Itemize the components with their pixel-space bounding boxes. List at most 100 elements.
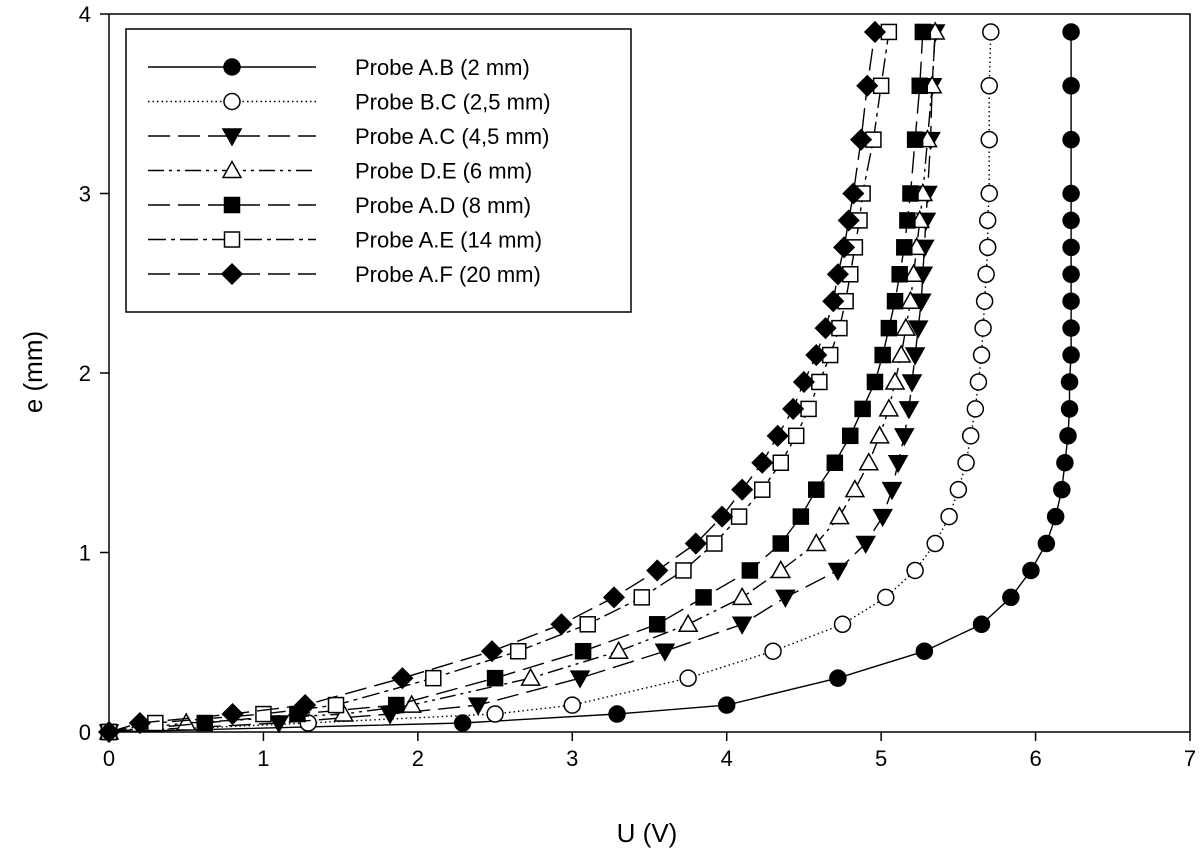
data-point (772, 454, 790, 471)
data-point (453, 714, 472, 732)
legend-item: Probe A.D (8 mm) (148, 193, 531, 218)
data-point (633, 589, 651, 606)
data-point (915, 642, 934, 660)
data-point (770, 559, 792, 579)
data-point (966, 400, 985, 418)
data-point (1062, 319, 1080, 337)
data-point (874, 346, 891, 364)
legend-label: Probe D.E (6 mm) (355, 159, 532, 184)
data-point (949, 480, 968, 499)
data-point (827, 562, 849, 581)
data-point (869, 425, 890, 444)
data-point (854, 400, 871, 418)
data-point (684, 532, 707, 555)
data-point (695, 589, 712, 606)
data-point (898, 401, 920, 420)
y-tick-label: 4 (79, 2, 91, 27)
legend-box (125, 28, 632, 313)
y-tick-label: 1 (79, 541, 91, 566)
data-point (829, 506, 850, 525)
data-point (911, 77, 928, 95)
data-point (972, 346, 991, 364)
legend-label: Probe A.B (2 mm) (355, 55, 530, 80)
data-point (563, 696, 582, 714)
series-5 (100, 23, 932, 741)
y-tick-label: 2 (79, 361, 91, 386)
data-point (775, 589, 796, 608)
data-point (805, 343, 828, 367)
series-1 (100, 23, 1080, 741)
data-point (569, 670, 591, 689)
data-point (850, 128, 873, 151)
data-point (1053, 480, 1071, 499)
y-tick-label: 0 (79, 720, 91, 745)
data-point (833, 236, 856, 259)
data-point (782, 397, 805, 420)
x-axis-title: U (V) (617, 818, 678, 848)
data-point (1056, 454, 1074, 472)
data-point (808, 481, 825, 498)
data-point (855, 535, 876, 555)
x-tick-label: 0 (103, 746, 115, 771)
data-point (901, 374, 923, 393)
data-point (1062, 265, 1080, 284)
data-point (1060, 373, 1079, 391)
data-point (980, 184, 998, 203)
data-point (792, 370, 815, 394)
x-tick-label: 5 (875, 746, 887, 771)
data-point (907, 320, 929, 339)
legend-label: Probe A.D (8 mm) (355, 193, 531, 218)
data-point (844, 479, 866, 498)
data-point (914, 23, 932, 41)
series-4 (98, 21, 946, 740)
data-point (772, 535, 790, 552)
legend-label: Probe A.E (14 mm) (355, 228, 542, 253)
data-point (980, 77, 998, 95)
data-point (877, 588, 895, 607)
x-tick-label: 2 (412, 746, 424, 771)
data-point (1062, 77, 1080, 95)
data-point (608, 705, 626, 723)
data-point (895, 317, 917, 336)
data-point (872, 508, 893, 528)
data-point (196, 714, 213, 732)
data-point (894, 428, 915, 447)
data-point (1060, 400, 1079, 418)
series-layer (97, 20, 1080, 744)
legend-item: Probe A.C (4,5 mm) (148, 124, 549, 149)
data-point (401, 694, 422, 713)
data-point (940, 507, 958, 526)
data-point (675, 562, 692, 579)
data-point (974, 319, 992, 337)
data-point (327, 696, 345, 714)
data-point (880, 319, 898, 337)
data-point (887, 455, 909, 474)
data-point (731, 478, 754, 501)
data-point (1002, 588, 1020, 607)
data-point (842, 182, 865, 205)
data-point (826, 454, 844, 471)
data-point (826, 263, 849, 286)
data-point (926, 534, 944, 553)
x-tick-label: 4 (721, 746, 733, 771)
legend-item: Probe A.B (2 mm) (148, 55, 530, 80)
data-point (957, 454, 975, 472)
data-point (1046, 507, 1065, 526)
data-point (814, 317, 837, 340)
data-point (550, 613, 573, 636)
data-point (1062, 23, 1080, 41)
legend-marker (223, 196, 241, 214)
data-point (1062, 346, 1080, 364)
data-point (792, 508, 810, 525)
data-point (1062, 292, 1080, 310)
data-point (608, 640, 629, 659)
data-point (1037, 534, 1056, 553)
y-axis-title: e (mm) (18, 331, 48, 413)
data-point (829, 669, 847, 687)
data-point (731, 586, 753, 606)
data-point (903, 263, 924, 283)
data-point (751, 451, 774, 474)
data-point (881, 481, 903, 501)
legend-marker (223, 231, 241, 248)
data-point (978, 238, 997, 257)
